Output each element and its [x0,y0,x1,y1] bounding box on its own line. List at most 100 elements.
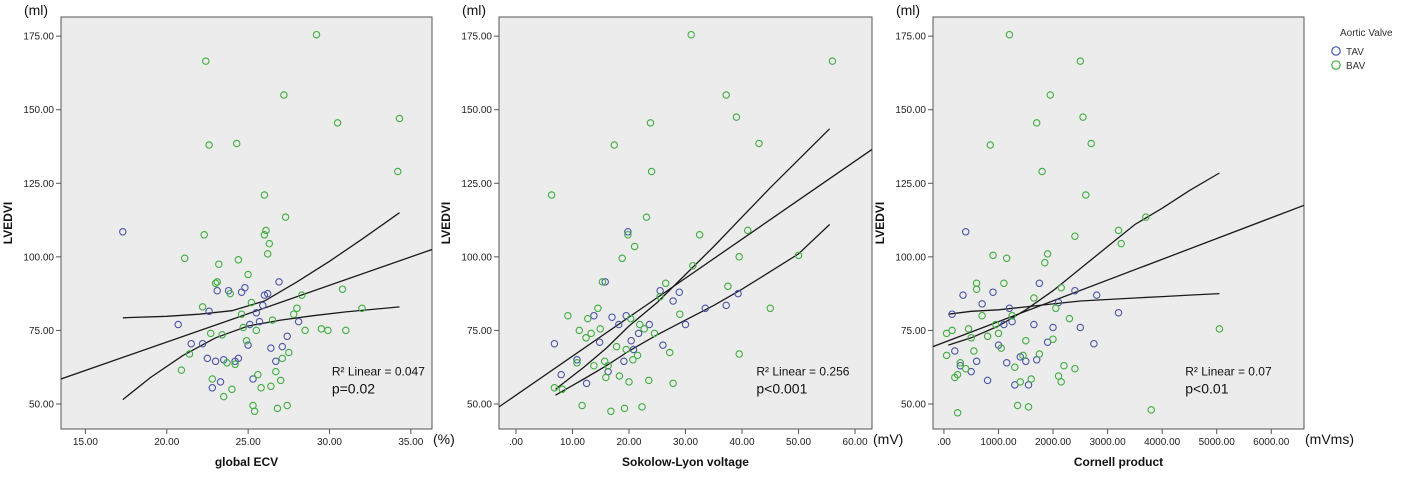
data-point-bav [622,345,630,354]
data-point-bav [1016,378,1025,386]
data-point-bav [1076,57,1085,65]
data-point-bav [202,57,210,65]
x-tick-label: .00 [509,437,523,448]
data-point-bav [583,314,592,323]
x-tick-label: 20.00 [154,437,179,448]
data-point-tav [119,228,127,236]
data-point-bav [283,401,291,410]
data-point-tav [634,329,643,338]
x-axis-title: Cornell product [1074,455,1163,469]
y-tick-label: 75.00 [467,326,492,337]
data-point-bav [250,407,259,416]
data-point-bav [573,359,581,367]
panel-cornell-product: 50.00 75.00 100.00 125.00 150.00 175.00 .00 100… [873,2,1354,469]
data-point-bav [278,354,287,363]
data-point-bav [991,320,1000,329]
x-axis-title: global ECV [215,455,278,469]
data-point-bav [262,226,270,235]
y-tick-label: 175.00 [23,32,54,43]
data-point-bav [953,409,962,417]
data-point-bav [587,329,595,338]
data-point-bav [624,231,632,239]
panel-sokolow-lyon: 50.00 75.00 100.00 125.00 150.00 175.00 .00 10.… [439,2,903,469]
plot-area [498,16,873,430]
data-point-tav [198,339,207,348]
data-point-tav [283,332,291,341]
data-point-bav [647,167,656,176]
data-point-bav [983,332,992,341]
r2-annotation: R² Linear = 0.047 [332,364,425,378]
x-tick-label: 15.00 [73,437,98,448]
data-point-bav [254,370,262,379]
data-point-bav [324,326,332,335]
data-point-bav [1114,226,1123,235]
data-point-tav [681,320,690,329]
data-point-tav [983,376,992,385]
data-point-bav [661,279,670,288]
data-point-bav [213,278,221,286]
data-point-tav [582,379,591,388]
data-point-bav [656,292,664,301]
data-point-bav [285,348,293,357]
data-point-bav [594,304,602,313]
ci-lower-line [122,306,400,401]
ci-upper-line [948,172,1220,346]
data-point-tav [608,313,616,321]
data-point-tav [187,339,195,348]
data-point-bav [1049,335,1057,343]
x-tick-label: 25.00 [236,437,261,448]
data-point-tav [701,304,710,313]
data-point-tav [211,357,220,366]
data-point-bav [185,350,194,358]
data-point-bav [265,239,274,248]
data-point-tav [275,278,283,286]
data-point-bav [575,326,584,335]
data-point-bav [986,141,995,149]
data-point-bav [1027,375,1035,383]
data-point-bav [198,303,207,311]
data-point-bav [333,119,342,127]
data-point-bav [223,359,231,367]
data-point-bav [231,360,239,369]
p-value-annotation: p=0.02 [332,380,375,396]
data-point-tav [620,357,628,366]
data-point-tav [734,289,742,298]
data-point-tav [1049,323,1057,332]
x-tick-label: 5000.00 [1199,437,1236,448]
data-point-bav [596,325,604,333]
data-point-tav [1035,279,1044,288]
data-point-tav [675,288,684,296]
data-point-bav [978,311,986,320]
data-point-tav [241,283,249,292]
data-point-bav [1032,119,1041,127]
data-point-tav [590,311,598,320]
ci-upper-line [122,212,400,319]
data-point-bav [942,351,951,360]
data-point-bav [626,314,635,323]
data-point-bav [994,329,1003,338]
data-point-bav [1071,232,1079,240]
data-point-tav [294,317,303,326]
x-tick-label: 35.00 [398,437,423,448]
data-point-bav [948,326,956,335]
data-point-bav [650,329,659,338]
data-point-bav [1057,378,1065,386]
data-point-tav [272,357,280,366]
data-point-bav [232,139,241,148]
data-point-bav [1046,91,1055,99]
data-point-bav [646,119,655,127]
data-point-bav [625,378,633,386]
y-tick-label: 125.00 [461,179,492,190]
data-point-bav [312,30,321,39]
data-point-tav [550,339,559,348]
data-point-tav [659,341,667,349]
data-point-bav [956,359,965,367]
data-point-bav [602,373,610,382]
data-point-bav [208,375,217,383]
data-point-tav [259,301,267,310]
y-axis-title: LVEDVI [1,202,15,244]
data-point-bav [743,226,752,235]
plot-content [933,30,1304,417]
data-point-bav [215,260,223,268]
data-point-bav [755,139,763,148]
